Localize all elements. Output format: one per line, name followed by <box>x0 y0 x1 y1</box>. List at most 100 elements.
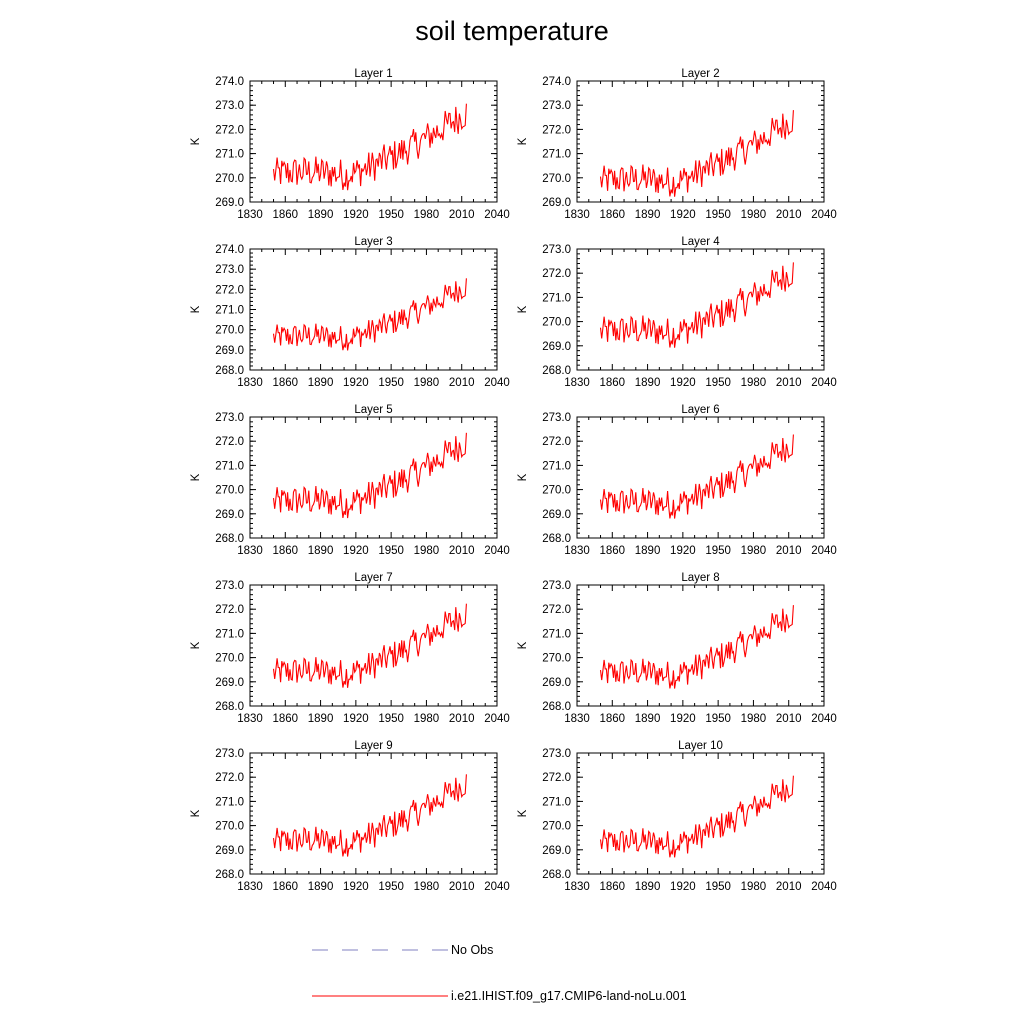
x-tick-label: 1860 <box>272 377 298 389</box>
legend-label-2: i.e21.IHIST.f09_g17.CMIP6-land-noLu.001 <box>451 989 687 1003</box>
panel-title: Layer 8 <box>681 572 719 584</box>
panel-layer-2: Layer 2 K 1830 1860 1890 1920 1950 1980 2010 2040… <box>517 68 837 221</box>
x-tick-label: 1920 <box>670 713 696 725</box>
x-tick-label: 1980 <box>741 545 767 557</box>
x-tick-label: 1890 <box>308 377 334 389</box>
x-tick-label: 1920 <box>670 545 696 557</box>
panel-title: Layer 2 <box>681 68 719 80</box>
plot-frame <box>249 248 498 371</box>
x-tick-label: 1920 <box>343 713 369 725</box>
y-tick-label: 270.0 <box>542 485 571 497</box>
plot-frame <box>249 416 498 539</box>
y-axis-label: K <box>190 305 202 313</box>
y-tick-label: 269.0 <box>215 677 244 689</box>
plot-frame <box>249 584 498 707</box>
y-tick-label: 271.0 <box>215 149 244 161</box>
y-tick-label: 273.0 <box>542 244 571 256</box>
x-tick-label: 1920 <box>670 377 696 389</box>
x-tick-label: 1890 <box>308 713 334 725</box>
y-tick-label: 273.0 <box>542 748 571 760</box>
y-tick-label: 272.0 <box>542 772 571 784</box>
x-tick-label: 2010 <box>449 209 475 221</box>
x-tick-label: 1860 <box>272 713 298 725</box>
x-tick-label: 2040 <box>811 545 837 557</box>
y-tick-label: 268.0 <box>215 701 244 713</box>
x-tick-label: 1830 <box>237 545 263 557</box>
y-tick-label: 269.0 <box>215 197 244 209</box>
data-line-series <box>599 262 794 348</box>
y-tick-label: 269.0 <box>542 845 571 857</box>
x-tick-label: 1830 <box>237 713 263 725</box>
x-tick-label: 1830 <box>564 881 590 893</box>
panel-title: Layer 3 <box>354 236 392 248</box>
panel-layer-8: Layer 8 K 1830 1860 1890 1920 1950 1980 2010 2040… <box>517 572 837 725</box>
x-tick-label: 2040 <box>484 713 510 725</box>
x-tick-label: 1920 <box>670 881 696 893</box>
x-tick-label: 1860 <box>599 209 625 221</box>
x-tick-label: 1890 <box>635 545 661 557</box>
y-tick-label: 271.0 <box>542 796 571 808</box>
y-axis-label: K <box>517 473 529 481</box>
y-tick-label: 269.0 <box>542 341 571 353</box>
y-tick-label: 271.0 <box>542 628 571 640</box>
y-tick-label: 269.0 <box>542 197 571 209</box>
x-tick-label: 1830 <box>237 209 263 221</box>
x-tick-label: 2010 <box>449 881 475 893</box>
y-tick-label: 272.0 <box>215 436 244 448</box>
panel-title: Layer 6 <box>681 404 719 416</box>
legend: No Obs i.e21.IHIST.f09_g17.CMIP6-land-noL… <box>312 943 687 1003</box>
x-tick-label: 1980 <box>741 209 767 221</box>
plot-frame <box>576 416 825 539</box>
x-tick-label: 1950 <box>705 713 731 725</box>
x-tick-label: 2010 <box>776 881 802 893</box>
x-tick-label: 2010 <box>776 713 802 725</box>
x-tick-label: 1890 <box>308 881 334 893</box>
panel-layer-7: Layer 7 K 1830 1860 1890 1920 1950 1980 2010 2040… <box>190 572 510 725</box>
x-tick-label: 2010 <box>776 545 802 557</box>
x-tick-label: 1950 <box>705 209 731 221</box>
y-tick-label: 273.0 <box>215 748 244 760</box>
y-tick-label: 272.0 <box>215 124 244 136</box>
x-tick-label: 1890 <box>308 545 334 557</box>
y-axis-label: K <box>190 809 202 817</box>
x-tick-label: 2040 <box>484 881 510 893</box>
y-tick-label: 270.0 <box>542 821 571 833</box>
y-tick-label: 273.0 <box>542 100 571 112</box>
x-tick-label: 2040 <box>811 713 837 725</box>
x-tick-label: 2040 <box>811 881 837 893</box>
data-line-series <box>272 432 467 519</box>
plot-frame <box>576 752 825 875</box>
x-tick-label: 1920 <box>670 209 696 221</box>
y-tick-label: 274.0 <box>215 244 244 256</box>
x-tick-label: 1860 <box>272 881 298 893</box>
y-tick-label: 274.0 <box>215 76 244 88</box>
y-tick-label: 268.0 <box>542 365 571 377</box>
data-line-series <box>272 278 467 351</box>
y-tick-label: 270.0 <box>215 485 244 497</box>
y-tick-label: 271.0 <box>215 305 244 317</box>
y-tick-label: 270.0 <box>542 653 571 665</box>
y-tick-label: 271.0 <box>542 292 571 304</box>
x-tick-label: 2040 <box>811 209 837 221</box>
y-tick-label: 272.0 <box>542 604 571 616</box>
x-tick-label: 2040 <box>484 545 510 557</box>
x-tick-label: 1950 <box>378 209 404 221</box>
data-line-series <box>599 775 794 858</box>
plot-frame <box>576 80 825 203</box>
legend-label-1: No Obs <box>451 943 493 957</box>
x-tick-label: 1830 <box>564 377 590 389</box>
x-tick-label: 2010 <box>449 377 475 389</box>
x-tick-label: 1950 <box>705 377 731 389</box>
y-axis-label: K <box>190 641 202 649</box>
panel-title: Layer 9 <box>354 740 392 752</box>
y-axis-label: K <box>517 641 529 649</box>
y-tick-label: 268.0 <box>542 533 571 545</box>
x-tick-label: 1890 <box>308 209 334 221</box>
y-tick-label: 272.0 <box>215 772 244 784</box>
y-tick-label: 269.0 <box>215 845 244 857</box>
panel-title: Layer 4 <box>681 236 720 248</box>
plot-frame <box>249 80 498 203</box>
x-tick-label: 1950 <box>705 545 731 557</box>
y-tick-label: 273.0 <box>215 580 244 592</box>
x-tick-label: 1980 <box>741 713 767 725</box>
